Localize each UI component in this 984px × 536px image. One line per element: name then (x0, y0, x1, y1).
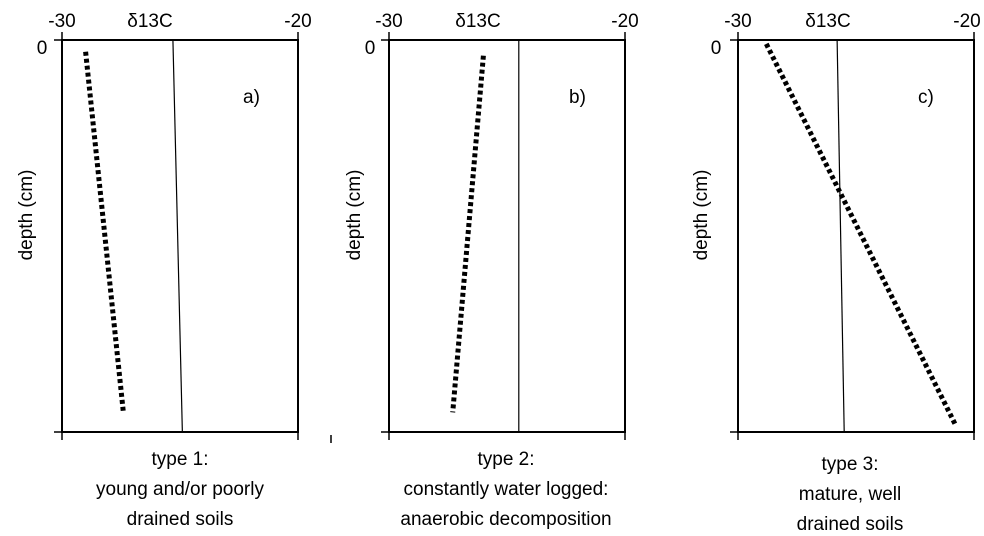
plot-frame (737, 39, 975, 433)
caption-line-2: constantly water logged: (404, 479, 609, 500)
x-axis-title: δ13C (127, 11, 172, 32)
caption-line-1: type 3: (821, 454, 878, 475)
panel-c: -30 -20 δ13C 0 depth (cm) c) type 3: mat… (691, 11, 981, 535)
series-line-solid (836, 39, 845, 433)
series-line-solid (172, 39, 183, 433)
series-layer (730, 32, 975, 440)
x-axis-title: δ13C (805, 11, 850, 32)
x-tick-label-max: -20 (611, 11, 638, 32)
series-line-dotted (450, 55, 486, 413)
x-tick-label-max: -20 (953, 11, 980, 32)
x-tick-label-min: -30 (48, 11, 75, 32)
x-tick-label-max: -20 (284, 11, 311, 32)
y-tick-label-zero: 0 (37, 38, 48, 59)
caption-line-2: young and/or poorly (96, 479, 264, 500)
plot-frame (61, 39, 299, 433)
panel-label: a) (243, 87, 260, 108)
series-layer (54, 32, 299, 440)
panel-b: -30 -20 δ13C 0 depth (cm) b) type 2: con… (344, 11, 639, 530)
x-tick-label-min: -30 (375, 11, 402, 32)
caption-line-3: drained soils (127, 509, 234, 530)
x-axis-title: δ13C (455, 11, 500, 32)
y-axis-title: depth (cm) (691, 170, 712, 261)
y-tick-label-zero: 0 (365, 38, 376, 59)
y-tick-label-zero: 0 (711, 38, 722, 59)
caption-line-3: drained soils (797, 514, 904, 535)
y-axis-title: depth (cm) (16, 170, 37, 261)
plot-frame (388, 39, 626, 433)
x-tick-label-min: -30 (724, 11, 751, 32)
caption-line-1: type 2: (477, 449, 534, 470)
panel-label: c) (918, 87, 934, 108)
series-line-dotted (764, 42, 958, 426)
panel-a: -30 -20 δ13C 0 depth (cm) a) type 1: you… (16, 11, 312, 530)
series-line-dotted (83, 51, 126, 413)
y-axis-title: depth (cm) (344, 170, 365, 261)
panel-label: b) (569, 87, 586, 108)
series-layer (381, 32, 626, 440)
caption-line-1: type 1: (151, 449, 208, 470)
caption-line-3: anaerobic decomposition (400, 509, 611, 530)
caption-line-2: mature, well (799, 484, 901, 505)
